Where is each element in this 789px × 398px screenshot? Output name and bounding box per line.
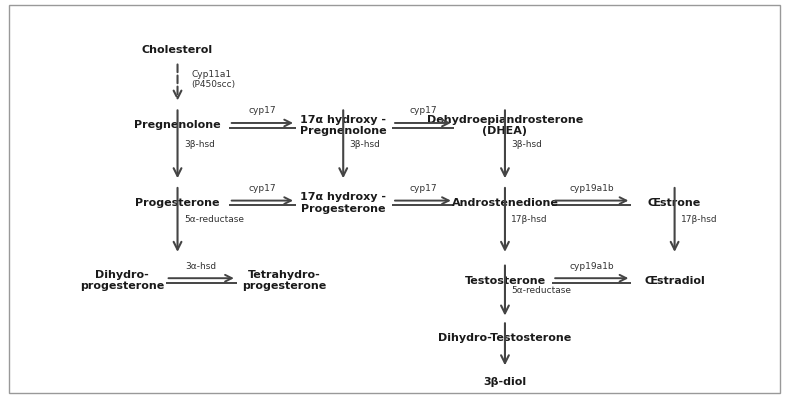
Text: 3β-diol: 3β-diol [484,377,526,387]
Text: Progesterone: Progesterone [135,198,220,208]
Text: cyp17: cyp17 [249,184,276,193]
Text: cyp19a1b: cyp19a1b [570,261,614,271]
Text: Dihydro-Testosterone: Dihydro-Testosterone [439,333,571,343]
Text: 17β-hsd: 17β-hsd [681,215,717,224]
Text: 3β-hsd: 3β-hsd [511,140,542,148]
Text: 17β-hsd: 17β-hsd [511,215,548,224]
Text: cyp19a1b: cyp19a1b [570,184,614,193]
Text: 17α hydroxy -
Progesterone: 17α hydroxy - Progesterone [301,192,386,214]
Text: Cholesterol: Cholesterol [142,45,213,55]
Text: Testosterone: Testosterone [465,275,545,286]
Text: cyp17: cyp17 [409,106,437,115]
Text: 3α-hsd: 3α-hsd [185,261,217,271]
Text: Androstenedione: Androstenedione [451,198,559,208]
Text: Dehydroepiandrosterone
(DHEA): Dehydroepiandrosterone (DHEA) [427,115,583,136]
Text: Œstradiol: Œstradiol [645,275,705,286]
Text: Œstrone: Œstrone [648,198,701,208]
Text: 3β-hsd: 3β-hsd [184,140,215,148]
Text: 5α-reductase: 5α-reductase [511,286,571,295]
Text: Tetrahydro-
progesterone: Tetrahydro- progesterone [242,270,326,291]
Text: Cyp11a1
(P450scc): Cyp11a1 (P450scc) [192,70,236,89]
Text: 3β-hsd: 3β-hsd [350,140,380,148]
Text: Dihydro-
progesterone: Dihydro- progesterone [80,270,164,291]
Text: cyp17: cyp17 [409,184,437,193]
Text: Pregnenolone: Pregnenolone [134,120,221,131]
Text: 17α hydroxy -
Pregnenolone: 17α hydroxy - Pregnenolone [300,115,387,136]
Text: 5α-reductase: 5α-reductase [184,215,244,224]
Text: cyp17: cyp17 [249,106,276,115]
